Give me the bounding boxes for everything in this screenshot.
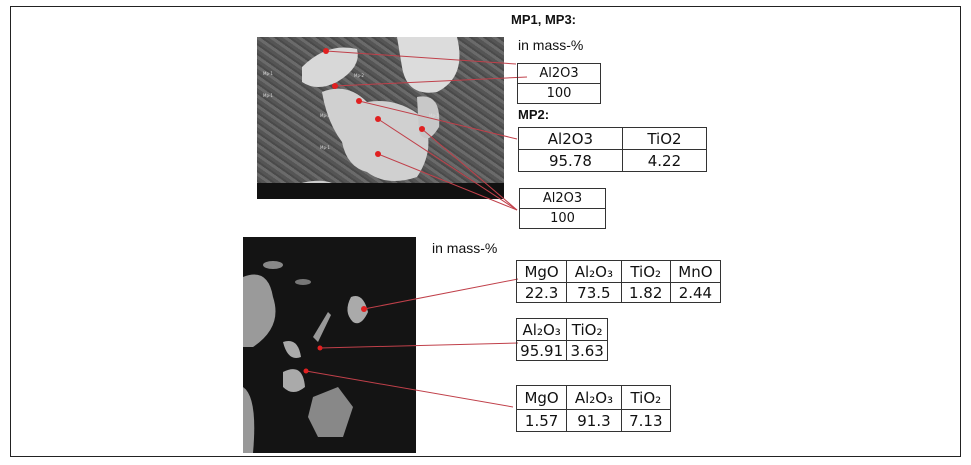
composition-table-mp1-mp3-upper: Al2O3 100 <box>517 63 601 104</box>
table-header: TiO₂ <box>620 385 672 410</box>
leader-line <box>363 278 519 310</box>
table-cell: 3.63 <box>566 340 608 361</box>
table-header: MnO <box>669 260 722 283</box>
measurement-point-marker <box>419 126 425 132</box>
leader-line <box>319 342 519 349</box>
table-cell: 7.13 <box>620 409 672 432</box>
table-header: Al2O3 <box>518 127 623 150</box>
leader-line <box>377 153 518 211</box>
measurement-point-marker <box>303 368 309 374</box>
leader-line <box>305 370 514 408</box>
measurement-point-marker <box>375 116 381 122</box>
table-header: Al₂O₃ <box>566 385 622 410</box>
image-label: Mp-1 <box>263 93 273 98</box>
table-cell: 95.78 <box>518 149 623 172</box>
image-label: Mp-1 <box>429 113 439 118</box>
table-cell: 2.44 <box>669 282 722 303</box>
heading-mp2: MP2: <box>518 107 550 122</box>
unit-label-bottom: in mass-% <box>432 240 498 256</box>
table-cell: 4.22 <box>621 149 708 172</box>
unit-label: in mass-% <box>518 37 584 53</box>
table-cell: 100 <box>519 208 606 229</box>
measurement-point-marker <box>375 151 381 157</box>
table-header: TiO₂ <box>566 318 608 341</box>
measurement-point-marker <box>356 98 362 104</box>
table-header: MgO <box>515 385 568 410</box>
image-label: Mp-1 <box>320 145 330 150</box>
table-cell: 91.3 <box>566 409 622 432</box>
composition-table-bottom-3: MgO Al₂O₃ TiO₂ 1.57 91.3 7.13 <box>515 385 672 432</box>
sem-image-bottom <box>243 237 416 453</box>
table-header: TiO2 <box>621 127 708 150</box>
image-label: Mp-2 <box>354 73 364 78</box>
composition-table-bottom-1: MgO Al₂O₃ TiO₂ MnO 22.3 73.5 1.82 2.44 <box>515 260 722 303</box>
figure-frame <box>10 6 961 457</box>
leader-line <box>334 76 528 87</box>
table-header: Al2O3 <box>517 63 601 84</box>
table-header: Al₂O₃ <box>566 260 622 283</box>
measurement-point-marker <box>332 83 338 89</box>
sem-image-bottom-particles <box>243 261 368 453</box>
table-cell: 1.57 <box>515 409 568 432</box>
leader-line <box>421 128 518 211</box>
table-cell: 73.5 <box>566 282 622 303</box>
table-cell: 1.82 <box>620 282 671 303</box>
composition-table-mp2: Al2O3 TiO2 95.78 4.22 <box>518 127 708 172</box>
measurement-point-marker <box>317 345 323 351</box>
table-cell: 22.3 <box>515 282 568 303</box>
measurement-point-marker <box>361 306 367 312</box>
table-cell: 100 <box>517 83 601 104</box>
leader-line <box>358 100 518 140</box>
composition-table-mp1-mp3-lower: Al2O3 100 <box>519 188 606 229</box>
leader-line <box>377 118 518 211</box>
composition-table-bottom-2: Al₂O₃ TiO₂ 95.91 3.63 <box>515 318 608 361</box>
table-header: Al2O3 <box>519 188 606 209</box>
table-cell: 95.91 <box>515 340 568 361</box>
image-label: Mp-3 <box>320 113 330 118</box>
image-label: Mp-1 <box>263 71 273 76</box>
table-header: MgO <box>515 260 568 283</box>
heading-mp1-mp3: MP1, MP3: <box>511 12 577 27</box>
leader-line <box>325 50 517 65</box>
table-header: Al₂O₃ <box>515 318 568 341</box>
table-header: TiO₂ <box>620 260 671 283</box>
measurement-point-marker <box>323 48 329 54</box>
